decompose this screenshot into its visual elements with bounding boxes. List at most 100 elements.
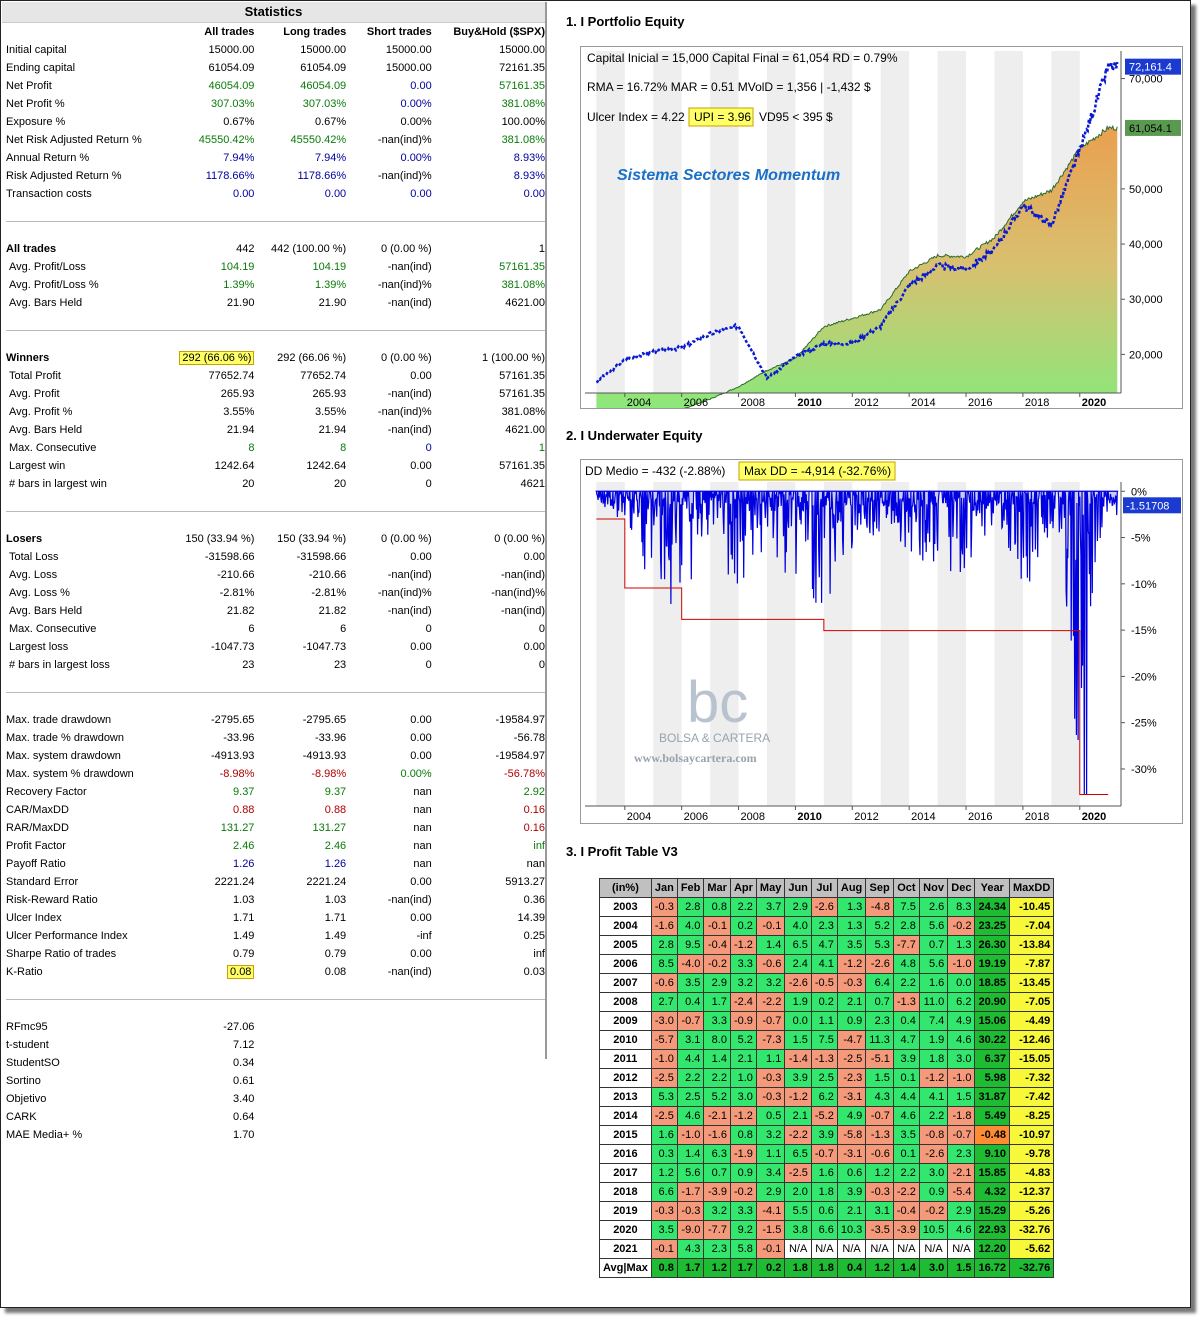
profit-month-cell: -0.8 — [918, 1125, 949, 1145]
profit-month-cell: 2.4 — [784, 954, 812, 974]
stat-value: 265.93 — [220, 388, 255, 400]
x-tick-label: 2010 — [797, 811, 821, 823]
stat-value: -nan(ind)% — [377, 134, 432, 146]
profit-month-cell: 9.5 — [676, 935, 705, 955]
profit-month-cell: -2.6 — [784, 973, 812, 993]
profit-month-cell: 3.3 — [703, 1011, 731, 1031]
profit-month-cell: 1.4 — [676, 1144, 705, 1164]
stat-value — [346, 1018, 432, 1036]
profit-month-cell: 4.1 — [918, 1087, 949, 1107]
stat-value: 0.79 — [324, 948, 347, 960]
profit-month-cell: 2.8 — [676, 897, 705, 917]
profit-month-cell: 4.4 — [676, 1049, 705, 1069]
profit-column-header: Oct — [892, 878, 920, 898]
profit-month-cell: 4.6 — [947, 1220, 976, 1240]
profit-month-cell: -7.7 — [703, 1220, 731, 1240]
dd-medio-text: DD Medio = -432 (-2.88%) — [585, 464, 725, 478]
stat-row: Objetivo 3.40 — [6, 1090, 545, 1108]
profit-month-cell: N/A — [784, 1239, 812, 1259]
profit-column-header: Jul — [810, 878, 838, 898]
profit-year-total: 24.34 — [974, 897, 1010, 917]
profit-row: 2005 2.8 9.5 -0.4 -1.2 1.4 6.5 4.7 3.5 5.3 -7.7 0.7… — [599, 935, 1055, 955]
profit-maxdd: -5.62 — [1008, 1239, 1055, 1259]
profit-month-cell: 6.5 — [784, 1144, 812, 1164]
stat-value: 45550.42% — [198, 134, 255, 146]
stat-value: 0.03 — [523, 966, 545, 978]
stat-value: 1242.64 — [214, 460, 255, 472]
profit-year: 2012 — [599, 1068, 652, 1088]
stat-value: 0.00 — [410, 876, 432, 888]
stat-value: -210.66 — [308, 569, 347, 581]
profit-month-cell: -4.1 — [755, 1201, 786, 1221]
profit-year-total: 15.06 — [974, 1011, 1010, 1031]
profit-month-cell: 1.6 — [650, 1125, 678, 1145]
profit-month-cell: 1.0 — [729, 1068, 757, 1088]
stat-value: 1.03 — [233, 894, 255, 906]
stat-label: Largest loss — [9, 641, 69, 653]
profit-month-cell: 0.7 — [865, 992, 894, 1012]
stat-label: Max. Consecutive — [9, 623, 97, 635]
stat-row: Net Profit % 307.03% 307.03% 0.00% 381.08% — [6, 95, 545, 113]
stat-label: RAR/MaxDD — [6, 822, 69, 834]
stat-row: CARK 0.64 — [6, 1108, 545, 1126]
profit-month-cell: 0.1 — [892, 1068, 920, 1088]
profit-footer-row: Avg|Max 0.8 1.7 1.2 1.7 0.2 1.8 1.8 0.4 1.2 1.4 3.0… — [599, 1258, 1055, 1278]
profit-maxdd: -8.25 — [1008, 1106, 1055, 1126]
stat-value: 104.19 — [220, 261, 255, 273]
x-tick-label: 2018 — [1025, 397, 1049, 408]
sys-last-badge — [1125, 119, 1181, 136]
y-tick-label: 50,000 — [1129, 184, 1163, 196]
stat-value: 20 — [242, 478, 255, 490]
profit-column-header: Nov — [918, 878, 949, 898]
stat-value: 0 — [425, 623, 432, 635]
profit-month-cell: 3.5 — [676, 973, 705, 993]
profit-year: 2015 — [599, 1125, 652, 1145]
stat-value: -nan(ind) — [500, 605, 545, 617]
stat-value: 0.00 — [410, 370, 432, 382]
stat-value: -nan(ind) — [387, 966, 432, 978]
stat-value: 0.00 — [410, 188, 432, 200]
profit-month-cell: -3.1 — [836, 1144, 867, 1164]
profit-year-total: 5.98 — [974, 1068, 1010, 1088]
header-short-trades: Short trades — [366, 26, 432, 38]
stat-label: Annual Return % — [6, 152, 90, 164]
profit-month-cell: -4.7 — [836, 1030, 867, 1050]
x-tick-label: 2008 — [741, 811, 765, 823]
stat-value: 0.16 — [523, 804, 545, 816]
profit-month-cell: -0.7 — [755, 1011, 786, 1031]
profit-column-header: Dec — [947, 878, 976, 898]
profit-year-total: 9.10 — [974, 1144, 1010, 1164]
profit-year: 2009 — [599, 1011, 652, 1031]
profit-month-cell: -2.6 — [810, 897, 838, 917]
profit-maxdd: -9.78 — [1008, 1144, 1055, 1164]
profit-month-cell: -5.4 — [947, 1182, 976, 1202]
profit-month-cell: 2.9 — [755, 1182, 786, 1202]
profit-maxdd: -15.05 — [1008, 1049, 1055, 1069]
profit-month-cell: -7.7 — [892, 935, 920, 955]
profit-month-cell: -1.0 — [650, 1049, 678, 1069]
profit-month-cell: 3.3 — [729, 1201, 757, 1221]
profit-maxdd: -12.37 — [1008, 1182, 1055, 1202]
stat-value: inf — [533, 948, 545, 960]
stat-row: Max. system % drawdown -8.98% -8.98% 0.00% -… — [6, 765, 545, 783]
header-buy-hold: Buy&Hold ($SPX) — [453, 26, 545, 38]
profit-month-cell: 4.4 — [892, 1087, 920, 1107]
y-tick-label: 0% — [1131, 486, 1147, 498]
stat-value: 442 (100.00 %) — [270, 243, 347, 255]
profit-month-cell: -0.3 — [836, 973, 867, 993]
profit-column-header: Jan — [650, 878, 678, 898]
profit-year-total: 20.90 — [974, 992, 1010, 1012]
profit-month-cell: 6.6 — [810, 1220, 838, 1240]
avg-max-cell: 16.72 — [974, 1258, 1010, 1278]
stat-value: 150 (33.94 %) — [277, 533, 347, 545]
stat-value: 1178.66% — [297, 170, 347, 182]
profit-month-cell: 10.5 — [918, 1220, 949, 1240]
stat-label: Payoff Ratio — [6, 858, 66, 870]
profit-month-cell: 2.1 — [784, 1106, 812, 1126]
stat-value: 15000.00 — [385, 44, 432, 56]
profit-month-cell: -2.6 — [918, 1144, 949, 1164]
profit-month-cell: 1.1 — [810, 1011, 838, 1031]
profit-maxdd: -32.76 — [1008, 1220, 1055, 1240]
profit-month-cell: 6.5 — [784, 935, 812, 955]
profit-month-cell: -0.5 — [810, 973, 838, 993]
